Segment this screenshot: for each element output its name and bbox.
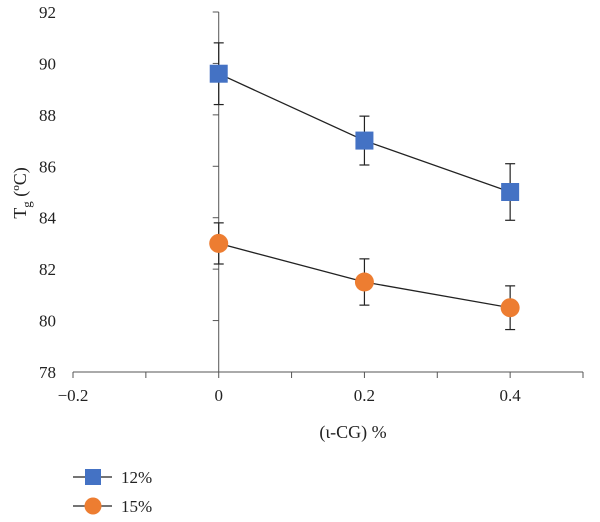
x-tick-label: 0.2 — [354, 386, 375, 405]
legend: 12% 15% — [73, 468, 152, 516]
data-point-circle — [354, 272, 374, 292]
x-tick-group: −0.2 0 0.2 0.4 — [58, 372, 584, 405]
x-tick-label: 0 — [214, 386, 223, 405]
legend-label: 12% — [121, 468, 152, 487]
legend-marker-circle — [84, 497, 102, 515]
legend-marker-square — [85, 469, 101, 485]
y-tick-label: 80 — [39, 312, 56, 331]
y-axis-title-subscript: g — [19, 201, 34, 208]
series-layer — [209, 42, 520, 331]
x-axis-title: (ι-CG) % — [319, 422, 386, 443]
y-axis-title-unit: (ºC) — [10, 167, 31, 201]
legend-item: 12% — [73, 468, 152, 487]
series-1 — [209, 42, 520, 221]
y-axis-title-main: T — [10, 208, 30, 219]
data-point-circle — [500, 298, 520, 318]
data-point-square — [501, 183, 520, 201]
y-tick-label: 86 — [39, 157, 56, 176]
data-point-square — [209, 64, 228, 83]
y-axis-title: Tg (ºC) — [10, 167, 34, 219]
y-tick-label: 92 — [39, 3, 56, 22]
y-tick-label: 78 — [39, 363, 56, 382]
data-point-circle — [209, 233, 229, 253]
y-tick-label: 82 — [39, 260, 56, 279]
y-tick-label: 84 — [39, 209, 57, 228]
data-point-square — [355, 131, 374, 150]
series-2 — [209, 222, 520, 331]
legend-item: 15% — [73, 497, 152, 516]
y-tick-label: 88 — [39, 106, 56, 125]
y-tick-label: 90 — [39, 54, 56, 73]
legend-label: 15% — [121, 497, 152, 516]
x-tick-label: 0.4 — [500, 386, 522, 405]
y-tick-group: 78 80 82 84 86 88 90 92 — [39, 3, 219, 382]
x-tick-label: −0.2 — [58, 386, 89, 405]
